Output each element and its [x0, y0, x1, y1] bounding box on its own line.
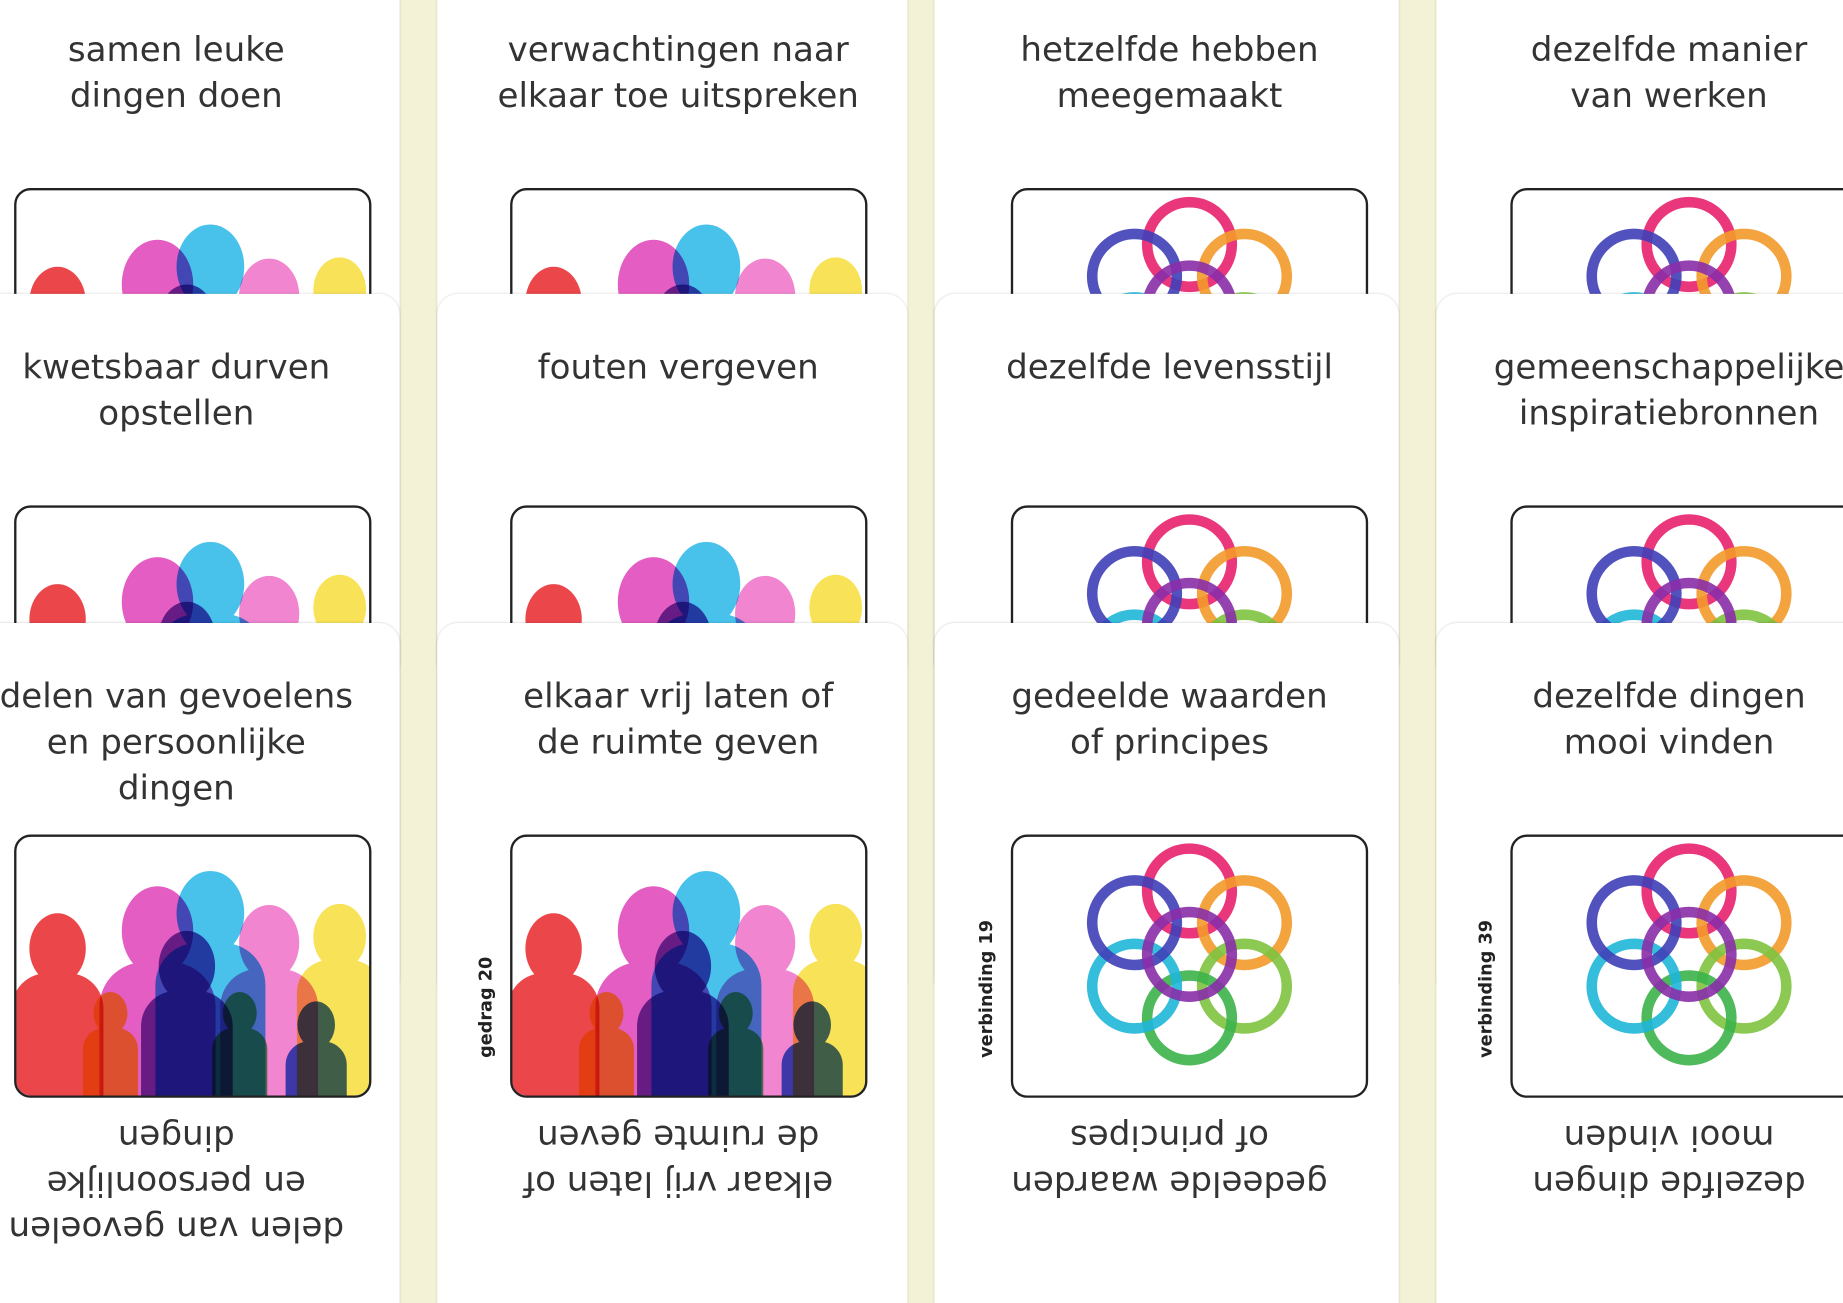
card-title: dezelfde dingen mooi vinden — [1532, 673, 1805, 765]
title-line: meegemaakt — [1056, 75, 1283, 116]
card-title: delen van gevoelens en persoonlijke dingen — [0, 673, 353, 811]
title-line: dingen doen — [69, 75, 283, 116]
card-title: elkaar vrij laten of de ruimte geven — [523, 673, 833, 765]
picture-frame — [14, 834, 372, 1098]
title-line: verwachtingen naar — [507, 29, 849, 70]
card: elkaar vrij laten of de ruimte geven gedra… — [437, 622, 908, 1303]
title-line: opstellen — [98, 392, 255, 433]
title-line: dezelfde levensstijl — [1006, 346, 1333, 387]
upside-down-title: delen van gevoelen en persoonlijke dingen — [8, 1114, 344, 1252]
rings-art — [1086, 843, 1293, 1066]
title-line: de ruimte geven — [537, 721, 820, 762]
title-line: delen van gevoelens — [0, 675, 354, 716]
title-line: samen leuke — [67, 29, 285, 70]
title-line: dezelfde dingen — [1532, 1163, 1806, 1204]
title-line: gedeelde waarden — [1011, 675, 1328, 716]
title-line: of principes — [1069, 721, 1269, 762]
card-title: dezelfde manier van werken — [1531, 27, 1808, 119]
title-line: dingen — [117, 767, 235, 808]
title-line: dingen — [117, 1117, 235, 1158]
title-line: dezelfde manier — [1530, 29, 1808, 70]
card-title: kwetsbaar durven opstellen — [22, 344, 330, 436]
title-line: elkaar vrij laten of — [523, 1163, 834, 1204]
title-line: fouten vergeven — [537, 346, 819, 387]
card: gedeelde waarden of principes verbinding 1… — [934, 622, 1399, 1303]
picture-frame — [510, 834, 868, 1098]
title-line: hetzelfde hebben — [1020, 29, 1319, 70]
title-line: gedeelde waarden — [1011, 1163, 1328, 1204]
upside-down-title: elkaar vrij laten of de ruimte geven — [523, 1114, 833, 1206]
people-art — [16, 870, 370, 1096]
picture-frame — [1510, 834, 1843, 1098]
title-line: dezelfde dingen — [1532, 675, 1806, 716]
title-line: elkaar vrij laten of — [523, 675, 834, 716]
title-line: elkaar toe uitspreken — [497, 75, 859, 116]
picture-frame — [1010, 834, 1369, 1098]
title-line: mooi vinden — [1563, 721, 1775, 762]
rings-art — [1586, 843, 1792, 1066]
title-line: en persoonlijke — [46, 721, 306, 762]
card-title: dezelfde levensstijl — [1006, 344, 1333, 390]
card: delen van gevoelens en persoonlijke dingen… — [0, 622, 400, 1303]
title-line: of principes — [1070, 1117, 1270, 1158]
title-line: mooi vinden — [1563, 1117, 1775, 1158]
title-line: gemeenschappelijke — [1493, 346, 1843, 387]
title-line: en persoonlijke — [46, 1163, 306, 1204]
card: dezelfde dingen mooi vinden verbinding 39 d… — [1436, 622, 1843, 1303]
title-line: van werken — [1570, 75, 1768, 116]
upside-down-title: gedeelde waarden of principes — [1011, 1114, 1327, 1206]
card-code: gedrag 20 — [474, 956, 497, 1058]
card-title: gemeenschappelijke inspiratiebronnen — [1494, 344, 1843, 436]
card-title: hetzelfde hebben meegemaakt — [1020, 27, 1318, 119]
card-title: gedeelde waarden of principes — [1011, 673, 1327, 765]
card-title: verwachtingen naar elkaar toe uitspreken — [497, 27, 858, 119]
title-line: delen van gevoelen — [8, 1209, 345, 1250]
card-title: samen leuke dingen doen — [68, 27, 285, 119]
upside-down-title: dezelfde dingen mooi vinden — [1532, 1114, 1805, 1206]
people-art — [512, 870, 866, 1096]
card-code: verbinding 39 — [1475, 919, 1497, 1058]
title-line: inspiratiebronnen — [1518, 392, 1820, 433]
title-line: de ruimte geven — [537, 1117, 820, 1158]
title-line: kwetsbaar durven — [22, 346, 331, 387]
card-title: fouten vergeven — [538, 344, 819, 390]
card-code: verbinding 19 — [975, 919, 997, 1058]
